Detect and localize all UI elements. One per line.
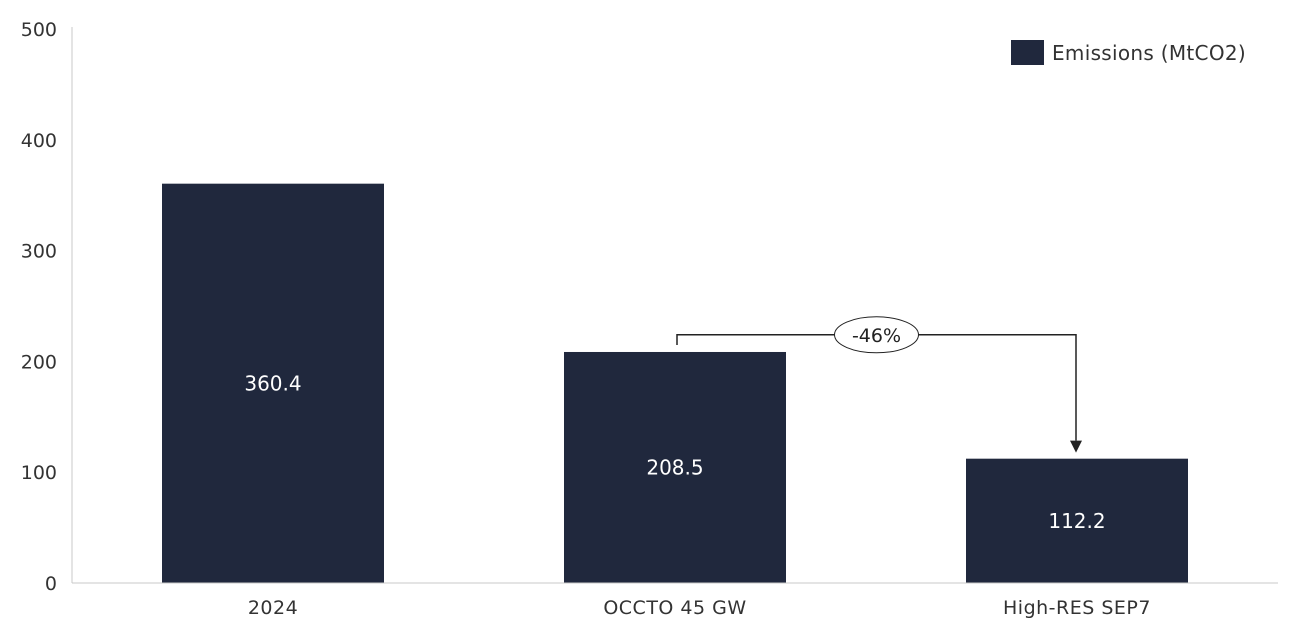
y-tick-label: 200	[21, 351, 57, 373]
y-tick-label: 300	[21, 241, 57, 263]
y-tick-label: 100	[21, 462, 57, 484]
change-annotation: -46%	[676, 316, 1082, 453]
x-axis: 2024 OCCTO 45 GW High-RES SEP7	[72, 582, 1278, 619]
y-tick-label: 0	[45, 573, 57, 595]
bar	[162, 183, 384, 583]
annotation-arrowhead	[1070, 440, 1082, 453]
legend-swatch	[1011, 40, 1044, 65]
x-tick-label: High-RES SEP7	[1003, 597, 1151, 619]
y-axis: 0 100 200 300 400 500	[21, 19, 73, 595]
x-tick-label: OCCTO 45 GW	[603, 597, 746, 619]
data-label: 208.5	[646, 455, 703, 479]
data-label: 112.2	[1048, 509, 1105, 533]
legend: Emissions (MtCO2)	[1011, 40, 1246, 65]
annotation-bubble	[834, 316, 919, 354]
legend-label: Emissions (MtCO2)	[1052, 41, 1246, 65]
bars: 360.4 208.5 112.2	[162, 183, 1188, 583]
bar	[966, 458, 1188, 583]
annotation-label: -46%	[852, 325, 901, 347]
x-tick-label: 2024	[248, 597, 298, 619]
y-tick-label: 400	[21, 130, 57, 152]
data-label: 360.4	[244, 371, 301, 395]
bar	[564, 351, 786, 583]
y-tick-label: 500	[21, 19, 57, 41]
